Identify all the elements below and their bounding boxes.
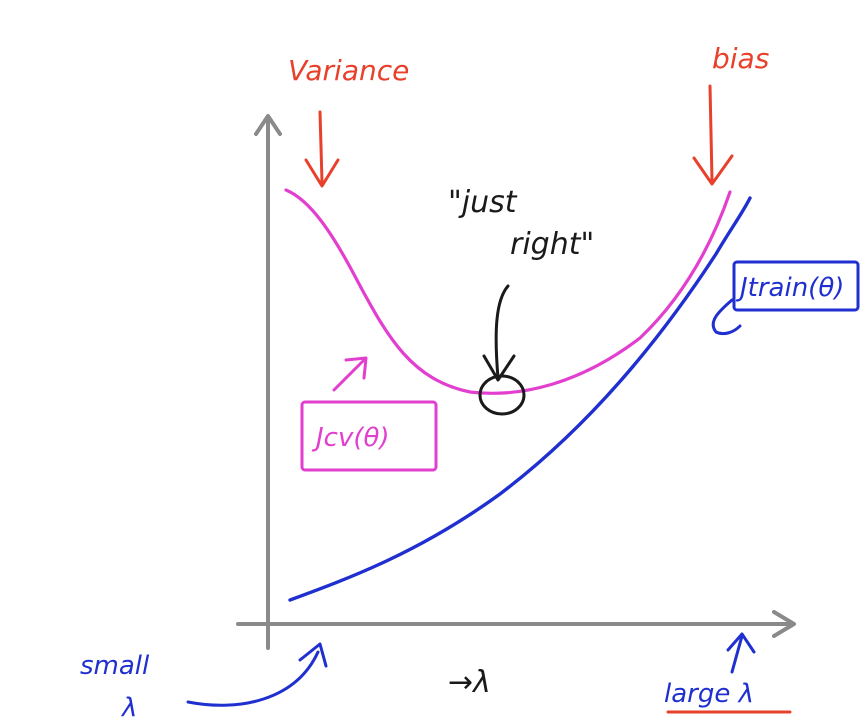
cv-label: Jcv(θ) — [311, 423, 390, 453]
axes — [236, 114, 796, 650]
variance-label: Variance — [288, 54, 409, 87]
just-right-label-line1: "just — [448, 185, 518, 220]
bias-arrow — [692, 84, 734, 186]
large-lambda-label: large λ — [664, 679, 754, 709]
variance-arrow — [304, 110, 340, 188]
just-right-circle-marker — [478, 374, 526, 416]
small-lambda-symbol: λ — [120, 693, 137, 723]
small-lambda-arrow — [186, 642, 328, 707]
train-label-hook — [711, 298, 742, 336]
small-label: small — [80, 651, 150, 681]
train-error-curve — [288, 196, 752, 602]
y-axis-arrowhead — [254, 114, 282, 136]
just-right-arrow — [482, 284, 516, 382]
train-label: Jtrain(θ) — [735, 273, 844, 303]
lambda-axis-label: →λ — [448, 665, 491, 700]
just-right-label-line2: right" — [510, 227, 594, 262]
cv-label-arrow — [332, 356, 368, 392]
cv-label-box — [300, 400, 438, 472]
train-label-box — [732, 260, 860, 312]
bias-label: bias — [712, 42, 769, 75]
cv-error-curve — [284, 188, 732, 395]
x-axis-arrowhead — [772, 610, 796, 638]
large-lambda-arrow — [726, 632, 756, 674]
